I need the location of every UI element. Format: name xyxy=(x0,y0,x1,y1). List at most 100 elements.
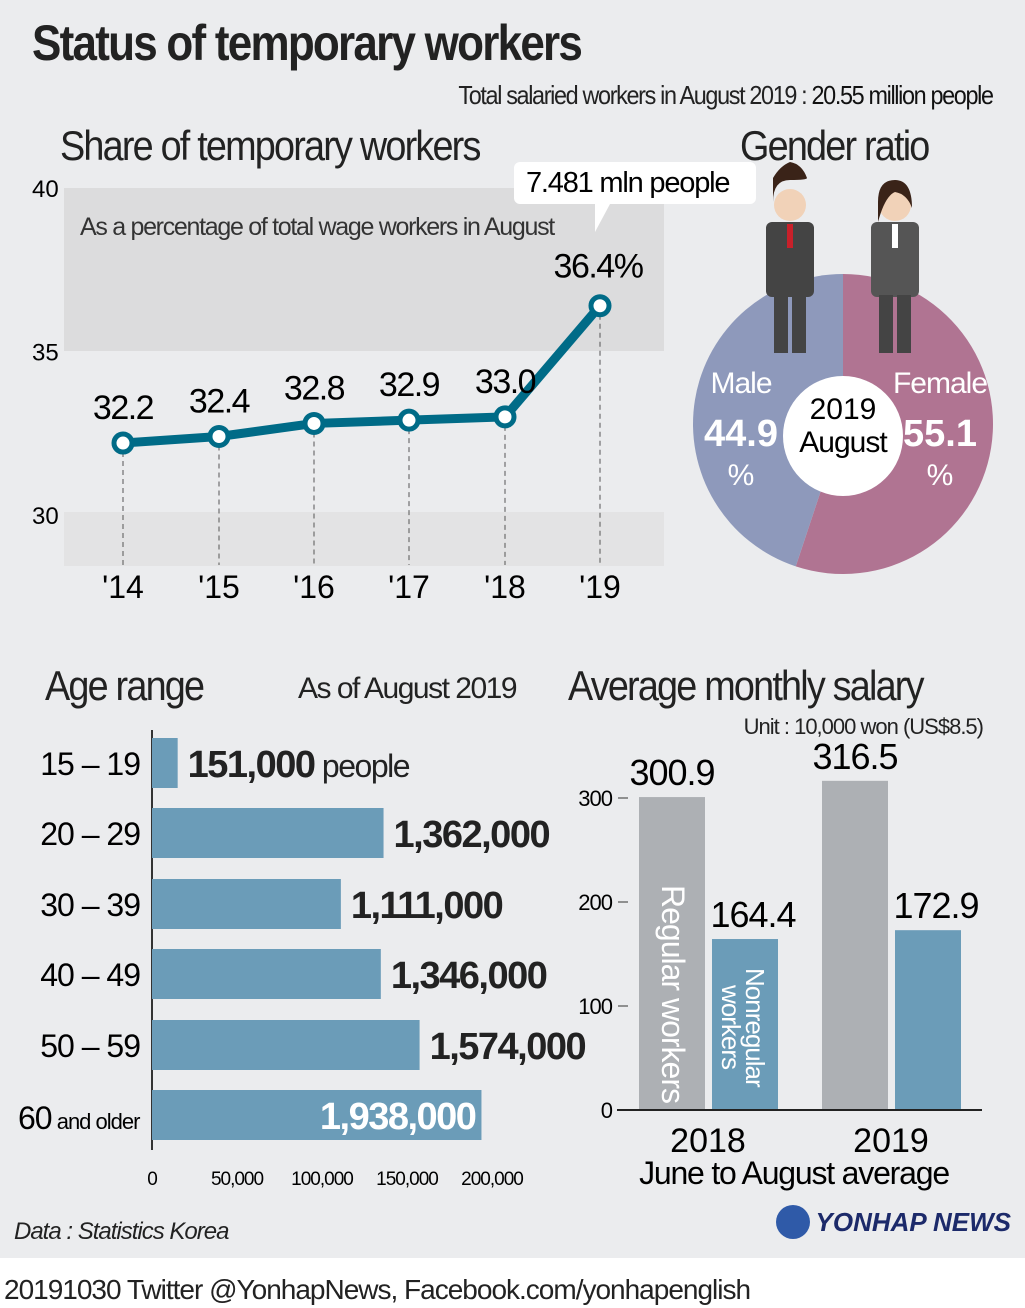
series-label-nonregular: Nonregular xyxy=(740,968,770,1088)
salary-value: 172.9 xyxy=(893,885,978,926)
age-value: 151,000 people xyxy=(188,744,410,786)
slice-value: 55.1 xyxy=(903,413,977,455)
series-line xyxy=(122,302,604,448)
leg-icon xyxy=(774,295,788,353)
charts: 30 35 40 As a percentage of total wage work… xyxy=(18,162,993,1191)
data-point xyxy=(207,425,231,449)
center-label: 2019 xyxy=(810,393,877,426)
data-point xyxy=(111,431,135,455)
leg-icon xyxy=(879,295,893,353)
salary-bar xyxy=(895,930,961,1110)
subtitle-label: Total salaried workers in August 2019 : xyxy=(458,80,808,110)
line-subtitle: As a percentage of total wage workers in… xyxy=(80,213,555,241)
series-label-regular: Regular workers xyxy=(655,885,691,1103)
hair-icon xyxy=(773,162,807,202)
suit-icon xyxy=(871,222,919,297)
yonhap-logo: YONHAP NEWS xyxy=(775,1205,1011,1239)
tie-icon xyxy=(787,224,793,248)
x-tick-label: 200,000 xyxy=(461,1169,523,1190)
suit-icon xyxy=(766,222,814,297)
data-label: 32.9 xyxy=(379,366,440,404)
footer: 20191030 Twitter @YonhapNews, Facebook.c… xyxy=(0,1258,1025,1308)
y-tick-label: 0 xyxy=(601,1098,613,1123)
slice-name: Male xyxy=(710,367,771,400)
age-value: 1,938,000 xyxy=(320,1096,476,1138)
age-bar xyxy=(152,1020,420,1070)
salary-unit: Unit : 10,000 won (US$8.5) xyxy=(743,714,984,739)
page-title: Status of temporary workers xyxy=(32,15,583,71)
annotation-text: 7.481 mln people xyxy=(526,167,729,199)
data-label: 36.4% xyxy=(554,248,644,286)
slice-value: 44.9 xyxy=(704,413,778,455)
data-point xyxy=(588,294,612,318)
x-tick-label: '15 xyxy=(198,569,240,605)
x-tick-label: 100,000 xyxy=(291,1169,353,1190)
salary-value: 164.4 xyxy=(710,894,795,935)
slice-unit: % xyxy=(728,459,755,492)
y-tick-label: 30 xyxy=(32,503,59,530)
age-bar xyxy=(152,1090,482,1140)
age-value: 1,574,000 xyxy=(430,1026,586,1068)
source-text: Data : Statistics Korea xyxy=(14,1218,229,1245)
data-label: 32.4 xyxy=(189,383,250,421)
y-tick-label: 300 xyxy=(578,786,612,811)
age-chart-subtitle: As of August 2019 xyxy=(298,672,518,705)
x-tick-label: '16 xyxy=(293,569,335,605)
subtitle-value: 20.55 million people xyxy=(811,80,995,110)
age-unit: people xyxy=(315,748,410,784)
age-label: 60 and older xyxy=(18,1100,140,1136)
x-tick-label: 0 xyxy=(147,1169,157,1190)
age-label: 50 – 59 xyxy=(40,1028,140,1064)
x-tick-label: '17 xyxy=(388,569,430,605)
series-label-nonregular: workers xyxy=(716,984,746,1070)
salary-bar xyxy=(712,939,778,1110)
yonhap-logo-icon xyxy=(775,1205,810,1239)
data-point xyxy=(397,408,421,432)
age-value: 1,111,000 xyxy=(351,885,503,927)
leg-icon xyxy=(897,295,911,353)
subtitle: Total salaried workers in August 2019 : … xyxy=(458,80,995,111)
pie-chart-title: Gender ratio xyxy=(740,122,930,169)
slice-unit: % xyxy=(927,459,954,492)
age-bar xyxy=(152,738,178,788)
age-value: 1,346,000 xyxy=(391,955,547,997)
y-tick-label: 200 xyxy=(578,890,612,915)
x-tick-label: 50,000 xyxy=(211,1169,264,1190)
age-bar xyxy=(152,808,384,858)
age-value: 1,362,000 xyxy=(394,814,550,856)
x-axis-label: June to August average xyxy=(639,1155,949,1191)
pie-center xyxy=(783,376,903,496)
salary-chart-title: Average monthly salary xyxy=(568,662,924,709)
salary-value: 300.9 xyxy=(629,752,714,793)
data-label: 33.0 xyxy=(475,363,536,401)
leg-icon xyxy=(792,295,806,353)
age-label: 30 – 39 xyxy=(40,887,140,923)
age-label: 15 – 19 xyxy=(40,746,140,782)
salary-bar xyxy=(822,780,888,1110)
data-point xyxy=(302,411,326,435)
age-bar xyxy=(152,879,341,929)
hair-icon xyxy=(878,180,912,222)
y-tick-label: 40 xyxy=(32,176,59,203)
age-label-suffix: and older xyxy=(52,1109,141,1134)
y-tick-label: 100 xyxy=(578,994,612,1019)
man-head-icon xyxy=(774,189,806,221)
center-label: August xyxy=(799,426,888,459)
x-tick-label: 150,000 xyxy=(376,1169,438,1190)
x-tick-label: 2018 xyxy=(670,1122,746,1160)
data-label: 32.2 xyxy=(93,389,154,427)
y-tick-label: 35 xyxy=(32,340,59,367)
salary-value: 316.5 xyxy=(812,736,897,777)
tie-icon xyxy=(892,224,898,248)
data-label: 32.8 xyxy=(284,369,345,407)
annotation-bubble xyxy=(514,162,756,232)
band-35-40 xyxy=(64,188,664,351)
band-bottom xyxy=(64,512,664,566)
data-point xyxy=(493,405,517,429)
age-label: 20 – 29 xyxy=(40,816,140,852)
slice-name: Female xyxy=(893,367,987,400)
line-chart-title: Share of temporary workers xyxy=(60,122,481,169)
salary-bar xyxy=(639,797,705,1110)
x-tick-label: 2019 xyxy=(853,1122,929,1160)
